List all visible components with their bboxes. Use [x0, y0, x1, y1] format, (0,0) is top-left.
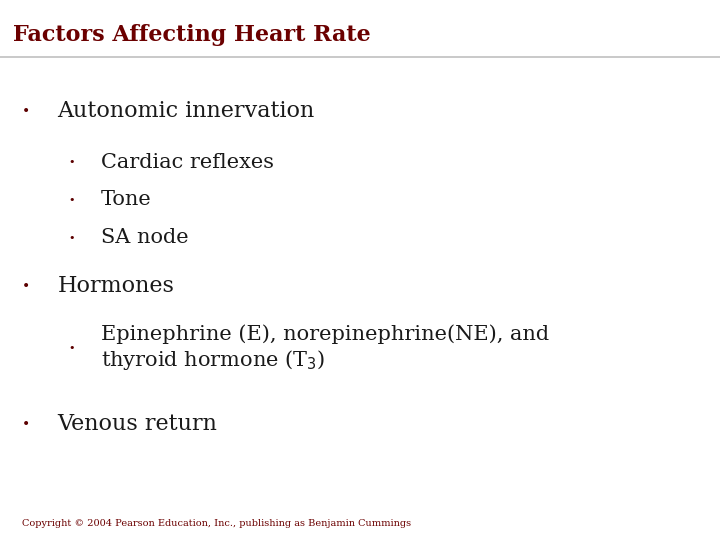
- Text: •: •: [68, 195, 75, 205]
- Text: •: •: [22, 104, 30, 118]
- Text: •: •: [68, 343, 75, 353]
- Text: Autonomic innervation: Autonomic innervation: [58, 100, 315, 122]
- Text: •: •: [68, 233, 75, 242]
- Text: Copyright © 2004 Pearson Education, Inc., publishing as Benjamin Cummings: Copyright © 2004 Pearson Education, Inc.…: [22, 519, 410, 528]
- Text: Hormones: Hormones: [58, 275, 174, 297]
- Text: •: •: [68, 157, 75, 167]
- Text: Venous return: Venous return: [58, 413, 217, 435]
- Text: Factors Affecting Heart Rate: Factors Affecting Heart Rate: [13, 24, 371, 46]
- Text: Cardiac reflexes: Cardiac reflexes: [101, 152, 274, 172]
- Text: •: •: [22, 417, 30, 431]
- Text: SA node: SA node: [101, 228, 189, 247]
- Text: •: •: [22, 279, 30, 293]
- Text: Epinephrine (E), norepinephrine(NE), and
thyroid hormone (T$_3$): Epinephrine (E), norepinephrine(NE), and…: [101, 324, 549, 373]
- Text: Tone: Tone: [101, 190, 151, 210]
